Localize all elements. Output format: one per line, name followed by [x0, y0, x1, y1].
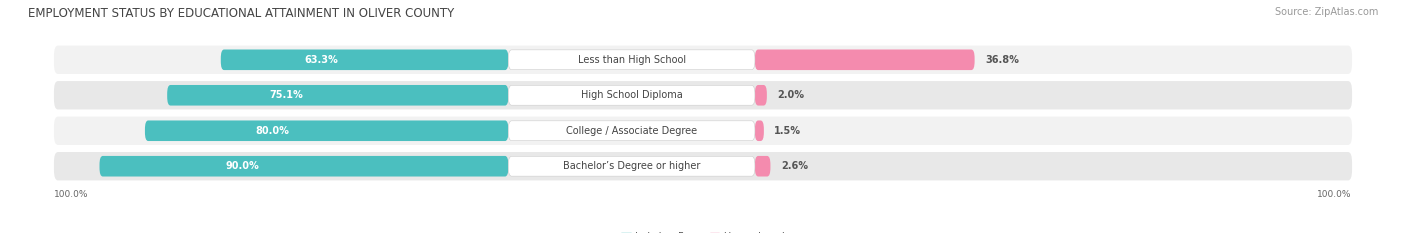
FancyBboxPatch shape	[53, 46, 1353, 74]
FancyBboxPatch shape	[755, 49, 974, 70]
FancyBboxPatch shape	[100, 156, 509, 177]
Text: 75.1%: 75.1%	[270, 90, 304, 100]
Text: 90.0%: 90.0%	[226, 161, 260, 171]
FancyBboxPatch shape	[53, 152, 1353, 180]
Text: 1.5%: 1.5%	[775, 126, 801, 136]
Text: 100.0%: 100.0%	[53, 190, 89, 199]
Legend: In Labor Force, Unemployed: In Labor Force, Unemployed	[617, 228, 789, 233]
Text: Less than High School: Less than High School	[578, 55, 686, 65]
Text: 100.0%: 100.0%	[1317, 190, 1353, 199]
FancyBboxPatch shape	[509, 156, 755, 176]
FancyBboxPatch shape	[509, 50, 755, 70]
Text: 2.6%: 2.6%	[780, 161, 808, 171]
FancyBboxPatch shape	[509, 121, 755, 141]
FancyBboxPatch shape	[755, 120, 763, 141]
Text: College / Associate Degree: College / Associate Degree	[567, 126, 697, 136]
Text: Source: ZipAtlas.com: Source: ZipAtlas.com	[1274, 7, 1378, 17]
FancyBboxPatch shape	[221, 49, 509, 70]
Text: Bachelor’s Degree or higher: Bachelor’s Degree or higher	[562, 161, 700, 171]
FancyBboxPatch shape	[755, 85, 766, 106]
FancyBboxPatch shape	[53, 116, 1353, 145]
FancyBboxPatch shape	[53, 81, 1353, 110]
FancyBboxPatch shape	[509, 85, 755, 105]
FancyBboxPatch shape	[145, 120, 509, 141]
Text: EMPLOYMENT STATUS BY EDUCATIONAL ATTAINMENT IN OLIVER COUNTY: EMPLOYMENT STATUS BY EDUCATIONAL ATTAINM…	[28, 7, 454, 20]
Text: 2.0%: 2.0%	[778, 90, 804, 100]
FancyBboxPatch shape	[755, 156, 770, 177]
Text: 63.3%: 63.3%	[305, 55, 339, 65]
FancyBboxPatch shape	[167, 85, 509, 106]
Text: 36.8%: 36.8%	[986, 55, 1019, 65]
Text: High School Diploma: High School Diploma	[581, 90, 682, 100]
Text: 80.0%: 80.0%	[254, 126, 290, 136]
